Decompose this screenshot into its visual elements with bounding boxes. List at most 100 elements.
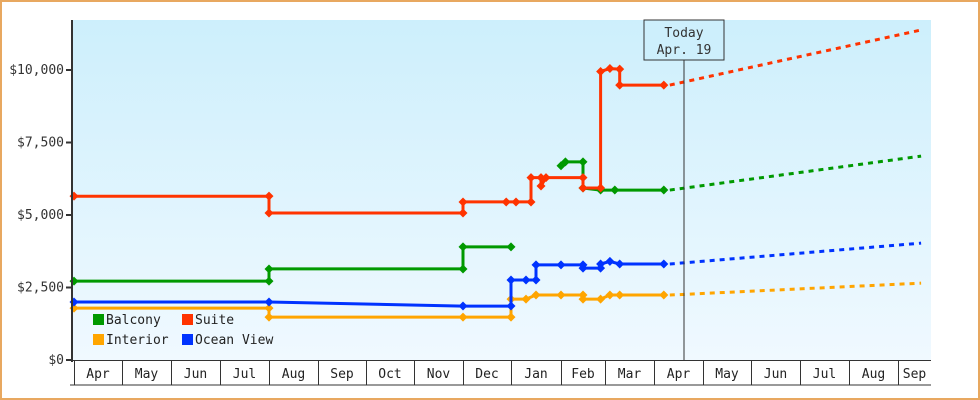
data-point[interactable] [615,259,625,269]
data-point[interactable] [610,185,620,195]
data-point[interactable] [501,197,511,207]
data-point[interactable] [264,208,274,218]
data-point[interactable] [578,294,588,304]
data-point[interactable] [605,290,615,300]
month-label: Jun [184,367,207,382]
legend-swatch [93,334,104,345]
y-tick-label: $5,000 [17,208,64,223]
forecast-line [669,28,922,87]
series-line [74,259,664,308]
data-point[interactable] [458,301,468,311]
series-layer [69,28,922,322]
x-axis-months: Apr May Jun Jul Aug Sep Oct Nov Dec Jan Feb Mar Apr M… [74,361,927,385]
month-label: Feb [571,367,595,382]
data-point[interactable] [615,80,625,90]
legend-label[interactable]: Balcony [106,313,161,328]
legend-label[interactable]: Interior [106,333,169,348]
data-point[interactable] [264,276,274,286]
data-point[interactable] [511,197,521,207]
data-point[interactable] [531,290,541,300]
data-point[interactable] [264,297,274,307]
month-label: May [715,367,739,382]
data-point[interactable] [578,157,588,167]
data-point[interactable] [596,183,606,193]
month-label: Mar [618,367,642,382]
data-point[interactable] [531,260,541,270]
data-point[interactable] [578,183,588,193]
month-label: Oct [378,367,401,382]
series-ocean-view [69,241,922,311]
legend-swatch [182,314,193,325]
month-label: Jun [764,367,787,382]
data-point[interactable] [596,294,606,304]
legend-label[interactable]: Ocean View [195,333,273,348]
month-label: Sep [330,367,354,382]
data-point[interactable] [506,275,516,285]
data-point[interactable] [659,290,669,300]
data-point[interactable] [506,312,516,322]
series-suite [69,28,922,218]
month-label: Jul [233,367,256,382]
y-tick-label: $10,000 [9,63,64,78]
data-point[interactable] [556,260,566,270]
legend-swatch [182,334,193,345]
data-point[interactable] [615,290,625,300]
data-point[interactable] [526,173,536,183]
month-label: Sep [903,367,927,382]
data-point[interactable] [264,264,274,274]
data-point[interactable] [541,173,551,183]
y-tick-label: $0 [48,353,64,368]
data-point[interactable] [578,173,588,183]
data-point[interactable] [458,208,468,218]
legend-swatch [93,314,104,325]
data-point[interactable] [659,80,669,90]
data-point[interactable] [264,303,274,313]
today-marker: Today Apr. 19 [643,19,725,360]
data-point[interactable] [521,294,531,304]
data-point[interactable] [531,275,541,285]
today-label: Today [664,26,703,41]
data-point[interactable] [458,242,468,252]
data-point[interactable] [264,191,274,201]
data-point[interactable] [578,263,588,273]
month-label: Jul [813,367,836,382]
forecast-line [669,241,922,266]
month-label: Jan [524,367,547,382]
month-label: Dec [475,367,498,382]
legend-label[interactable]: Suite [195,313,234,328]
series-interior [69,281,922,322]
y-tick-label: $2,500 [17,281,64,296]
data-point[interactable] [605,64,615,74]
y-tick-label: $7,500 [17,136,64,151]
y-axis-ticks: $0 $2,500 $5,000 $7,500 $10,000 [9,63,72,368]
month-label: Apr [86,367,110,382]
data-point[interactable] [506,301,516,311]
data-point[interactable] [659,185,669,195]
data-point[interactable] [556,290,566,300]
legend: Balcony Suite Interior Ocean View [93,313,273,348]
data-point[interactable] [458,312,468,322]
data-point[interactable] [264,312,274,322]
data-point[interactable] [596,259,606,269]
data-point[interactable] [536,173,546,183]
data-point[interactable] [615,64,625,74]
today-date: Apr. 19 [657,43,712,58]
series-line [74,245,511,283]
data-point[interactable] [605,256,615,266]
today-label-box [643,19,725,61]
data-point[interactable] [526,197,536,207]
data-point[interactable] [458,197,468,207]
data-point[interactable] [521,275,531,285]
axes [70,20,931,386]
data-point[interactable] [506,242,516,252]
forecast-line [669,281,922,297]
month-label: Aug [862,367,885,382]
data-point[interactable] [458,264,468,274]
month-label: Aug [282,367,305,382]
data-point[interactable] [536,181,546,191]
month-label: May [135,367,159,382]
data-point[interactable] [596,66,606,76]
data-point[interactable] [659,259,669,269]
data-point[interactable] [560,157,570,167]
